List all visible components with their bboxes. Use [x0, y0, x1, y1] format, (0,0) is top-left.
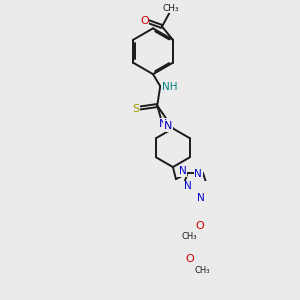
Text: NH: NH — [161, 82, 177, 92]
Text: S: S — [132, 103, 139, 114]
Text: O: O — [140, 16, 149, 26]
Text: O: O — [196, 221, 204, 231]
Text: N: N — [197, 194, 205, 203]
Text: CH₃: CH₃ — [181, 232, 197, 242]
Text: CH₃: CH₃ — [163, 4, 179, 13]
Text: N: N — [194, 169, 202, 179]
Text: N: N — [164, 121, 172, 131]
Text: N: N — [184, 181, 191, 191]
Text: O: O — [185, 254, 194, 264]
Text: N: N — [179, 167, 187, 176]
Text: N: N — [159, 118, 167, 129]
Text: CH₃: CH₃ — [194, 266, 210, 275]
